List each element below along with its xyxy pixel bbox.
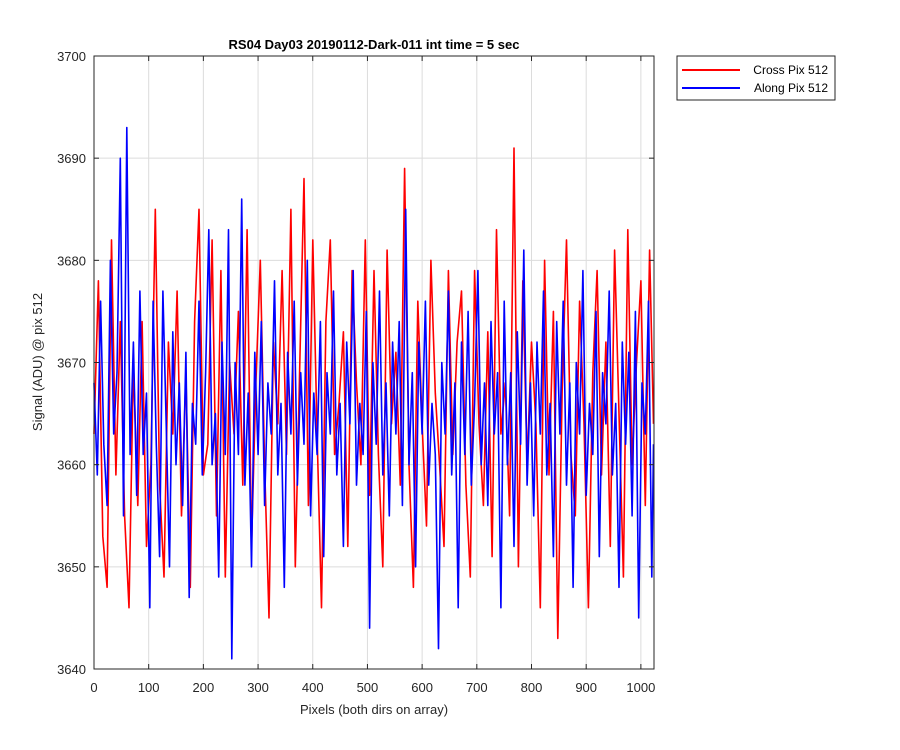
series-layer	[93, 126, 655, 660]
series-line-along-pix	[93, 126, 655, 660]
x-tick-label: 1000	[626, 680, 655, 695]
legend-label-cross-pix: Cross Pix 512	[753, 63, 828, 77]
x-tick-label: 600	[411, 680, 433, 695]
x-tick-label: 100	[138, 680, 160, 695]
x-axis-label: Pixels (both dirs on array)	[300, 702, 448, 717]
x-tick-label: 900	[575, 680, 597, 695]
legend: Cross Pix 512 Along Pix 512	[676, 55, 836, 101]
y-tick-label: 3660	[57, 458, 86, 473]
y-axis-label: Signal (ADU) @ pix 512	[30, 293, 45, 431]
y-tick-label: 3640	[57, 662, 86, 677]
y-tick-label: 3690	[57, 151, 86, 166]
x-tick-label: 800	[521, 680, 543, 695]
chart-title: RS04 Day03 20190112-Dark-011 int time = …	[229, 37, 520, 52]
x-tick-label: 500	[357, 680, 379, 695]
legend-label-along-pix: Along Pix 512	[754, 81, 828, 95]
legend-box	[676, 55, 836, 101]
y-tick-labels: 3640 3650 3660 3670 3680 3690 3700	[57, 49, 86, 677]
y-tick-label: 3700	[57, 49, 86, 64]
x-tick-label: 700	[466, 680, 488, 695]
y-tick-label: 3670	[57, 356, 86, 371]
x-tick-label: 400	[302, 680, 324, 695]
x-tick-label: 300	[247, 680, 269, 695]
ticks	[93, 55, 654, 670]
y-tick-label: 3650	[57, 560, 86, 575]
x-tick-labels: 0 100 200 300 400 500 600 700 800 900 1000	[90, 680, 655, 695]
x-tick-label: 0	[90, 680, 97, 695]
y-tick-label: 3680	[57, 253, 86, 268]
x-tick-label: 200	[193, 680, 215, 695]
